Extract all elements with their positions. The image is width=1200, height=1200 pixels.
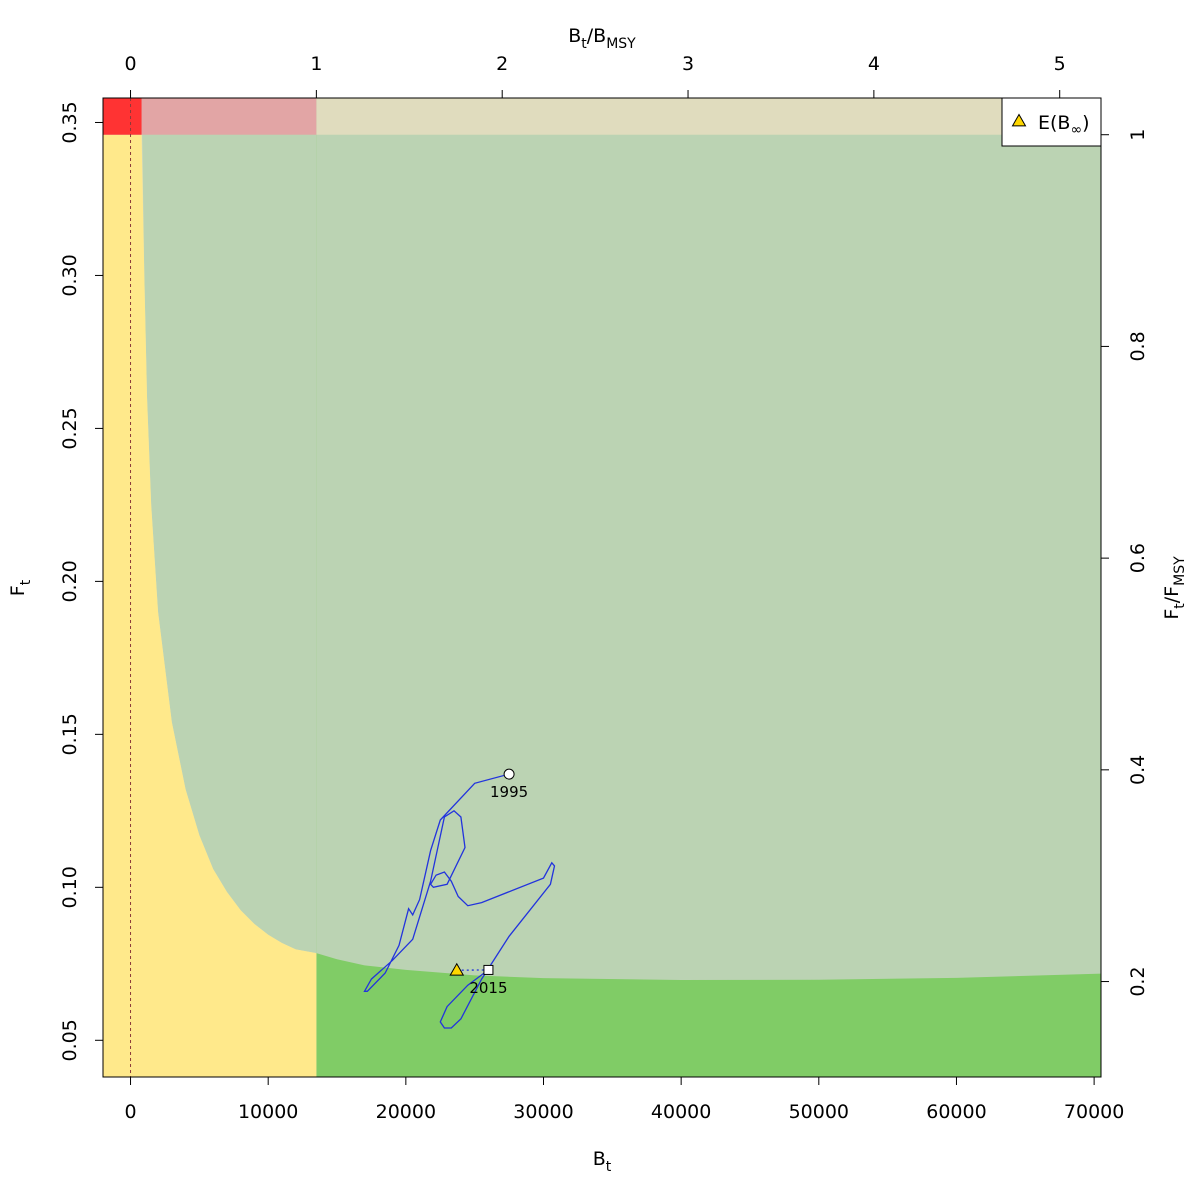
- end-point: [483, 964, 494, 975]
- x-tick-label: 20000: [376, 1101, 436, 1123]
- trajectory-line: [363, 773, 556, 1029]
- y-tick-label: 0.05: [59, 1019, 81, 1061]
- y-tick-label: 0.20: [59, 560, 81, 602]
- x-tick-label: 60000: [926, 1101, 986, 1123]
- y-tick-label: 0.15: [59, 713, 81, 755]
- plot-frame: [102, 97, 1102, 1078]
- x-tick-label: 50000: [789, 1101, 849, 1123]
- y-tick-label: 0.35: [59, 101, 81, 143]
- x-tick-label: 0: [124, 1101, 136, 1123]
- axes: 0 10000 20000 30000 40000 50000 60000 70000 0.05…: [59, 53, 1149, 1123]
- legend-label: E(B∞): [1038, 112, 1090, 138]
- right-tick-label: 0.4: [1127, 755, 1149, 785]
- end-year-label: 2015: [469, 979, 507, 997]
- start-year-label: 1995: [490, 783, 528, 801]
- y-tick-label: 0.30: [59, 254, 81, 296]
- legend-box: [1001, 97, 1102, 147]
- top-tick-label: 1: [310, 53, 322, 75]
- top-tick-label: 5: [1054, 53, 1066, 75]
- top-tick-label: 2: [496, 53, 508, 75]
- right-axis-label: Ft/FMSY: [1161, 556, 1188, 620]
- x-tick-label: 30000: [513, 1101, 573, 1123]
- top-tick-label: 3: [682, 53, 694, 75]
- zone-yellow: [103, 134, 317, 1077]
- start-point: [503, 768, 515, 780]
- legend-triangle-icon: [1011, 113, 1027, 127]
- y-axis-label: Ft: [7, 579, 34, 596]
- legend: E(B∞): [1001, 97, 1102, 147]
- x-tick-label: 70000: [1064, 1101, 1124, 1123]
- y-tick-label: 0.25: [59, 407, 81, 449]
- right-tick-label: 0.8: [1127, 331, 1149, 361]
- x-tick-label: 10000: [238, 1101, 298, 1123]
- zone-pale-green-over: [316, 98, 1101, 981]
- top-tick-label: 0: [124, 53, 136, 75]
- right-tick-label: 0.2: [1127, 966, 1149, 996]
- x-tick-label: 40000: [651, 1101, 711, 1123]
- expected-point-marker: [449, 962, 465, 976]
- x-axis-label: Bt: [593, 1148, 612, 1175]
- right-tick-label: 1: [1127, 129, 1149, 141]
- top-axis-label: Bt/BMSY: [568, 25, 636, 52]
- zone-red: [103, 98, 142, 135]
- right-tick-label: 0.6: [1127, 543, 1149, 573]
- top-tick-label: 4: [868, 53, 880, 75]
- y-tick-label: 0.10: [59, 866, 81, 908]
- zone-khaki-band: [316, 98, 1101, 135]
